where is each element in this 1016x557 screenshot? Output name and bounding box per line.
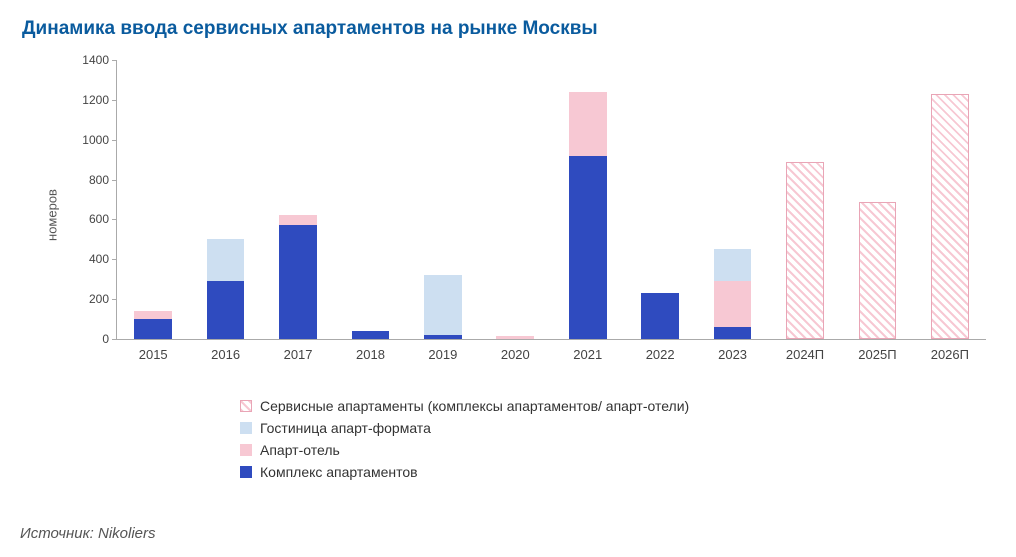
bar-segment-apart_hotel [569, 92, 607, 156]
y-tick-label: 800 [69, 173, 109, 187]
y-tick-label: 0 [69, 332, 109, 346]
bar-segment-complex [352, 331, 390, 339]
y-tick-mark [112, 259, 117, 260]
y-tick-mark [112, 140, 117, 141]
bar-stack [134, 60, 172, 339]
bar-stack [641, 60, 679, 339]
bar-segment-complex [569, 156, 607, 339]
category-label: 2017 [284, 347, 313, 362]
bar-segment-apart_hotel [714, 281, 752, 327]
category-label: 2018 [356, 347, 385, 362]
bar-segment-complex [424, 335, 462, 339]
y-tick-mark [112, 299, 117, 300]
y-tick-mark [112, 100, 117, 101]
bar-stack [207, 60, 245, 339]
bar-slot: 2015 [117, 60, 189, 339]
bar-segment-hotel_apart_format [424, 275, 462, 335]
bar-stack [569, 60, 607, 339]
bar-stack [714, 60, 752, 339]
category-label: 2022 [646, 347, 675, 362]
bar-stack [496, 60, 534, 339]
legend-label: Комплекс апартаментов [260, 464, 418, 480]
bar-slot: 2020 [479, 60, 551, 339]
bar-segment-apart_hotel [496, 336, 534, 339]
legend-swatch [240, 444, 252, 456]
bar-slot: 2022 [624, 60, 696, 339]
bar-stack [352, 60, 390, 339]
bar-segment-serviced_forecast [786, 162, 824, 339]
bar-segment-hotel_apart_format [207, 239, 245, 281]
legend-item-complex: Комплекс апартаментов [240, 464, 996, 480]
y-tick-label: 1000 [69, 133, 109, 147]
category-label: 2023 [718, 347, 747, 362]
category-label: 2016 [211, 347, 240, 362]
bar-segment-complex [641, 293, 679, 339]
bar-slot: 2018 [334, 60, 406, 339]
legend-label: Гостиница апарт-формата [260, 420, 431, 436]
bar-slot: 2024П [769, 60, 841, 339]
bar-segment-apart_hotel [134, 311, 172, 319]
bar-slot: 2016 [189, 60, 261, 339]
y-tick-label: 200 [69, 292, 109, 306]
y-tick-label: 1400 [69, 53, 109, 67]
category-label: 2019 [428, 347, 457, 362]
bar-slot: 2026П [914, 60, 986, 339]
legend-item-hotel_apart_format: Гостиница апарт-формата [240, 420, 996, 436]
bar-slot: 2025П [841, 60, 913, 339]
bars-group: 2015201620172018201920202021202220232024… [117, 60, 986, 339]
bar-segment-complex [279, 225, 317, 339]
legend-swatch [240, 400, 252, 412]
category-label: 2024П [786, 347, 824, 362]
source-label: Источник: Nikoliers [20, 525, 156, 542]
bar-slot: 2019 [407, 60, 479, 339]
y-tick-mark [112, 60, 117, 61]
bar-stack [931, 60, 969, 339]
category-label: 2015 [139, 347, 168, 362]
category-label: 2025П [858, 347, 896, 362]
bar-segment-complex [134, 319, 172, 339]
bar-stack [424, 60, 462, 339]
y-tick-mark [112, 339, 117, 340]
bar-slot: 2023 [696, 60, 768, 339]
bar-segment-hotel_apart_format [714, 249, 752, 281]
bar-segment-complex [714, 327, 752, 339]
y-axis-label: номеров [44, 189, 59, 241]
bar-segment-serviced_forecast [931, 94, 969, 339]
legend-swatch [240, 422, 252, 434]
bar-stack [786, 60, 824, 339]
chart-title: Динамика ввода сервисных апартаментов на… [22, 18, 996, 40]
legend-item-apart_hotel: Апарт-отель [240, 442, 996, 458]
bar-segment-serviced_forecast [859, 202, 897, 340]
category-label: 2020 [501, 347, 530, 362]
y-tick-mark [112, 219, 117, 220]
bar-slot: 2021 [552, 60, 624, 339]
bar-stack [279, 60, 317, 339]
y-tick-label: 1200 [69, 93, 109, 107]
y-tick-label: 600 [69, 212, 109, 226]
bar-stack [859, 60, 897, 339]
y-tick-label: 400 [69, 252, 109, 266]
y-tick-mark [112, 180, 117, 181]
bar-slot: 2017 [262, 60, 334, 339]
category-label: 2021 [573, 347, 602, 362]
bar-segment-complex [207, 281, 245, 339]
plot-region: 2015201620172018201920202021202220232024… [116, 60, 986, 340]
legend-label: Сервисные апартаменты (комплексы апартам… [260, 398, 689, 414]
chart-area: номеров 20152016201720182019202020212022… [56, 50, 996, 380]
bar-segment-apart_hotel [279, 215, 317, 225]
category-label: 2026П [931, 347, 969, 362]
legend-label: Апарт-отель [260, 442, 340, 458]
legend-swatch [240, 466, 252, 478]
legend: Сервисные апартаменты (комплексы апартам… [240, 398, 996, 480]
chart-container: Динамика ввода сервисных апартаментов на… [0, 0, 1016, 557]
legend-item-serviced_forecast: Сервисные апартаменты (комплексы апартам… [240, 398, 996, 414]
